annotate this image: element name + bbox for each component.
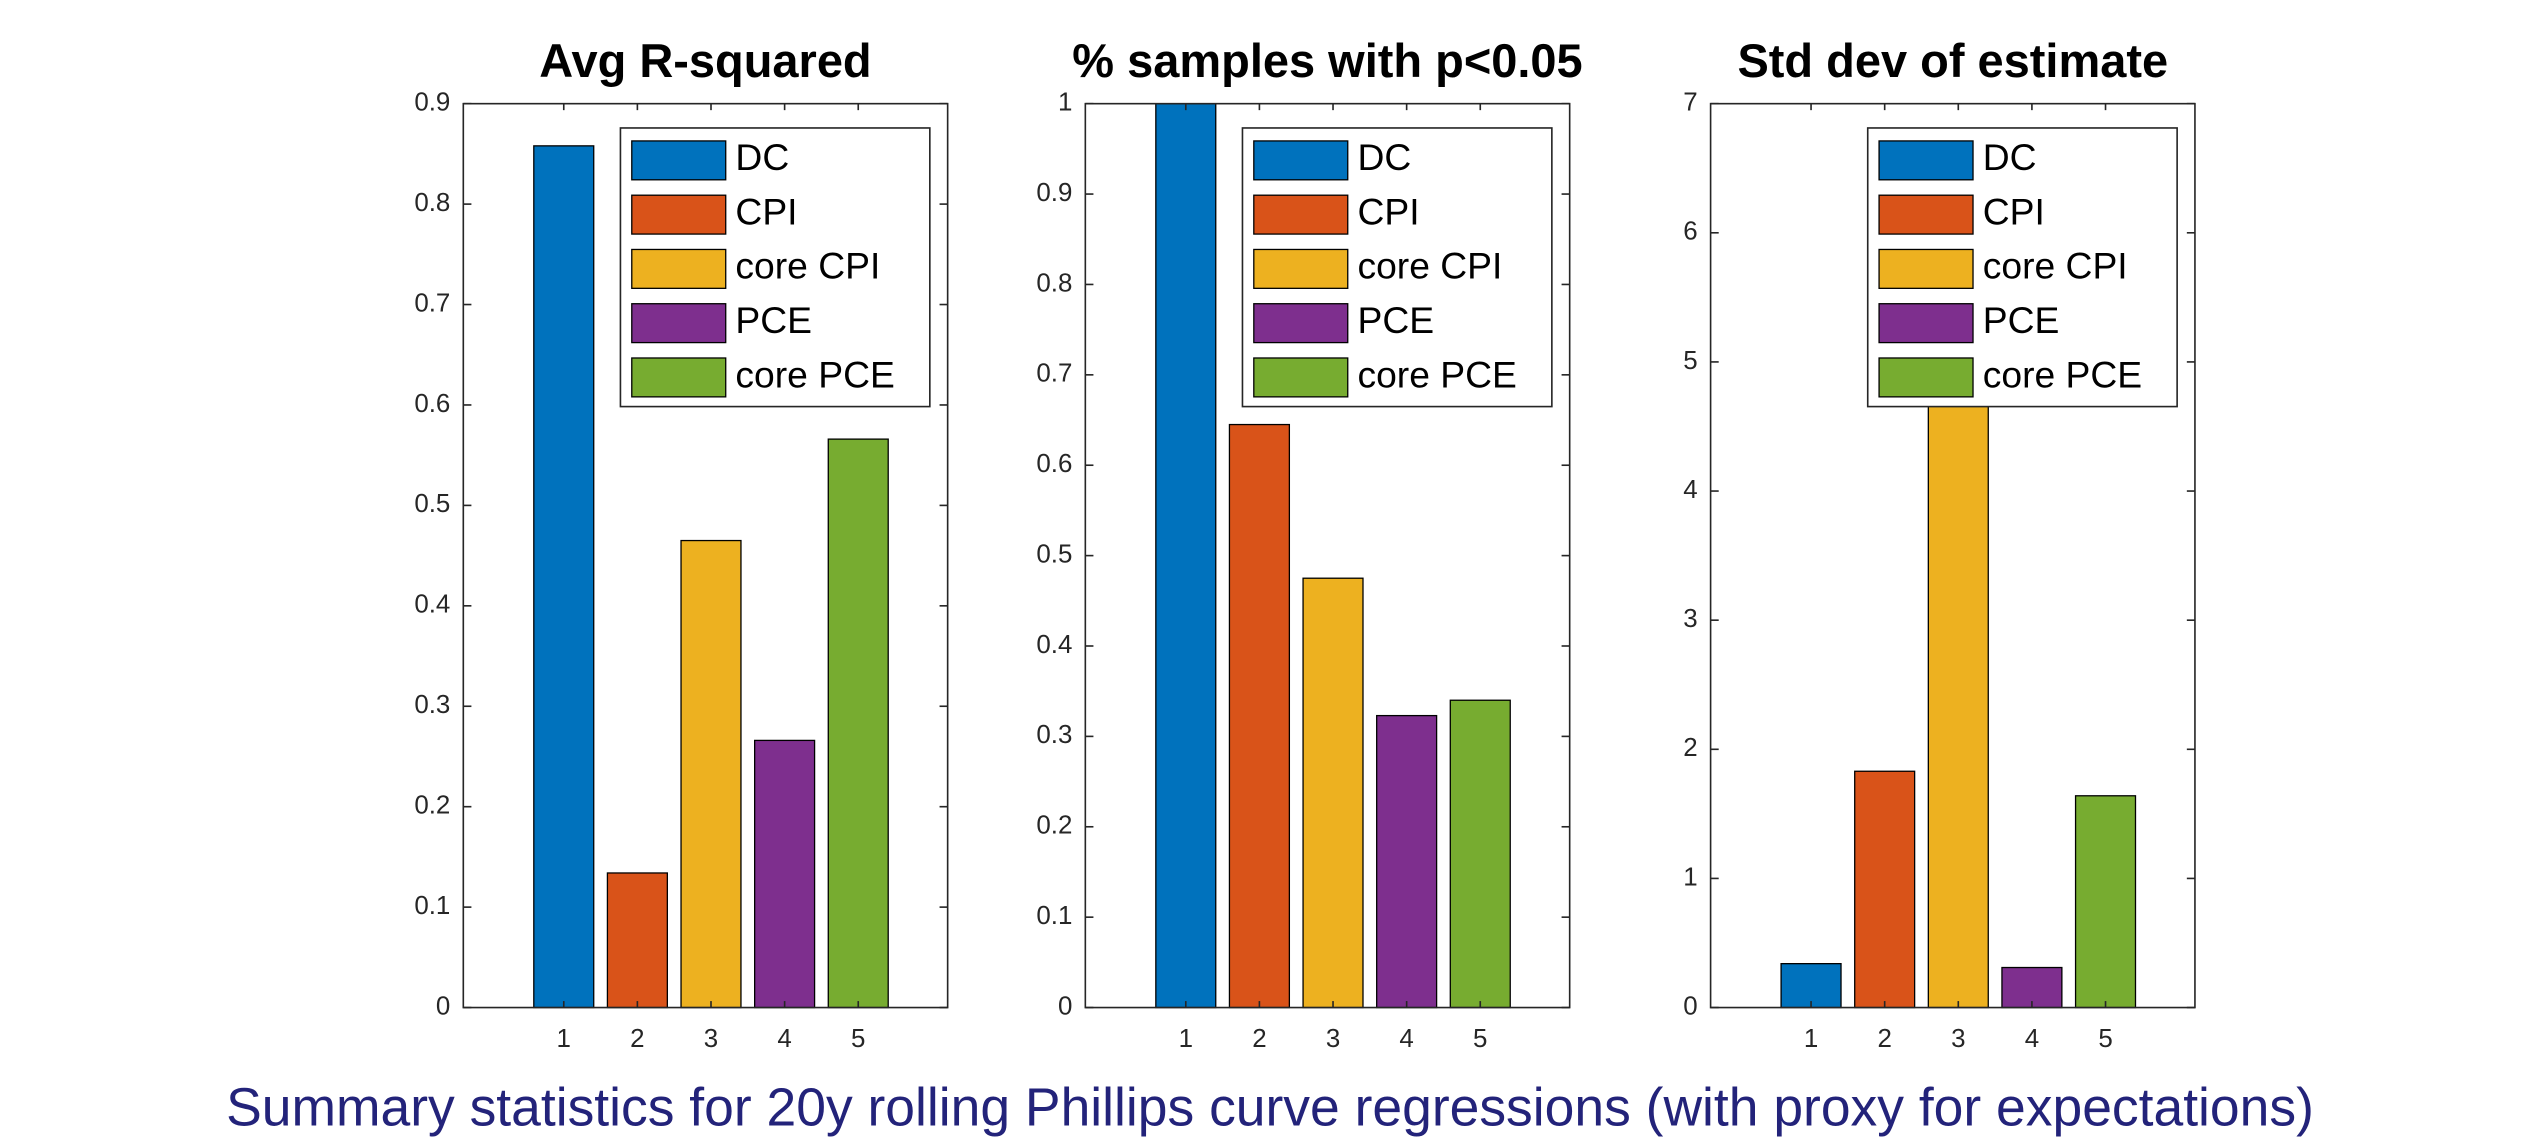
legend-swatch: [631, 248, 727, 289]
x-tick-label: 4: [2025, 1025, 2039, 1053]
legend-swatch: [1253, 303, 1349, 344]
bar: [2074, 795, 2137, 1009]
bar: [1927, 387, 1989, 1009]
legend-label: DC: [1983, 136, 2037, 178]
y-tick-label: 0.1: [414, 892, 450, 920]
y-tick-label: 0.7: [414, 289, 450, 317]
y-tick-label: 0.8: [414, 189, 450, 217]
legend-label: DC: [1357, 136, 1411, 178]
legend-swatch: [631, 303, 727, 344]
bar: [680, 539, 742, 1009]
legend-label: core PCE: [735, 353, 894, 395]
chart-title: % samples with p<0.05: [1072, 34, 1582, 87]
y-tick-label: 5: [1683, 347, 1697, 375]
x-tick-label: 4: [1399, 1025, 1413, 1053]
legend-label: core PCE: [1357, 353, 1516, 395]
x-tick-label: 3: [1951, 1025, 1965, 1053]
legend-label: core CPI: [1983, 245, 2128, 287]
y-tick-label: 0.9: [414, 89, 450, 117]
y-tick-label: 0.5: [1036, 540, 1072, 568]
x-tick-label: 2: [1252, 1025, 1266, 1053]
bar: [606, 872, 668, 1009]
bar: [754, 739, 816, 1009]
y-tick-label: 0.8: [1036, 269, 1072, 297]
y-tick-label: 7: [1683, 89, 1697, 117]
legend-label: CPI: [1983, 190, 2045, 232]
bar: [1854, 770, 1916, 1009]
legend-label: CPI: [1357, 190, 1419, 232]
axes-box: [462, 102, 949, 1009]
legend-swatch: [1253, 357, 1349, 398]
x-tick-label: 2: [1877, 1025, 1891, 1053]
x-tick-label: 5: [1473, 1025, 1487, 1053]
y-tick-label: 4: [1683, 476, 1697, 504]
y-tick-label: 0.4: [1036, 631, 1072, 659]
legend-swatch: [1878, 303, 1974, 344]
y-tick-label: 0: [1058, 992, 1072, 1020]
chart-title: Avg R-squared: [539, 34, 871, 87]
y-tick-label: 0.6: [1036, 450, 1072, 478]
bar: [1228, 423, 1291, 1009]
y-tick-label: 0.3: [1036, 721, 1072, 749]
bar: [1376, 714, 1438, 1009]
x-tick-label: 1: [1179, 1025, 1193, 1053]
y-tick-label: 0: [1683, 992, 1697, 1020]
legend-label: CPI: [735, 190, 797, 232]
y-tick-label: 0.3: [414, 691, 450, 719]
caption: Summary statistics for 20y rolling Phill…: [226, 1078, 2314, 1137]
bar: [1302, 577, 1364, 1009]
legend-swatch: [1253, 248, 1349, 289]
bar: [827, 438, 889, 1009]
y-tick-label: 0.5: [414, 490, 450, 518]
y-tick-label: 0.1: [1036, 902, 1072, 930]
y-tick-label: 0: [436, 992, 450, 1020]
bar: [1780, 963, 1842, 1009]
bar: [533, 145, 595, 1009]
x-tick-label: 3: [1326, 1025, 1340, 1053]
x-tick-label: 5: [851, 1025, 865, 1053]
y-tick-label: 0.9: [1036, 179, 1072, 207]
y-tick-label: 0.2: [1036, 812, 1072, 840]
legend-swatch: [631, 140, 727, 181]
x-tick-label: 5: [2098, 1025, 2112, 1053]
x-tick-label: 1: [1804, 1025, 1818, 1053]
x-tick-label: 2: [630, 1025, 644, 1053]
legend-label: core PCE: [1983, 353, 2142, 395]
legend-swatch: [1878, 194, 1974, 235]
y-tick-label: 0.2: [414, 792, 450, 820]
legend-label: core CPI: [1357, 245, 1502, 287]
legend-label: core CPI: [735, 245, 880, 287]
y-tick-label: 1: [1683, 863, 1697, 891]
x-tick-label: 1: [557, 1025, 571, 1053]
legend-label: DC: [735, 136, 789, 178]
chart-title: Std dev of estimate: [1737, 34, 2168, 87]
legend-swatch: [631, 357, 727, 398]
legend-label: PCE: [735, 299, 812, 341]
y-tick-label: 1: [1058, 89, 1072, 117]
axes-box: [1709, 102, 2196, 1009]
y-tick-label: 2: [1683, 734, 1697, 762]
y-tick-label: 0.6: [414, 390, 450, 418]
legend-swatch: [631, 194, 727, 235]
bar: [1155, 103, 1217, 1009]
y-tick-label: 0.7: [1036, 360, 1072, 388]
x-tick-label: 4: [777, 1025, 791, 1053]
legend-swatch: [1253, 194, 1349, 235]
y-tick-label: 3: [1683, 605, 1697, 633]
y-tick-label: 6: [1683, 218, 1697, 246]
x-tick-label: 3: [704, 1025, 718, 1053]
bar: [1449, 699, 1511, 1009]
legend-swatch: [1878, 140, 1974, 181]
legend-label: PCE: [1357, 299, 1434, 341]
legend-swatch: [1253, 140, 1349, 181]
legend-swatch: [1878, 248, 1974, 289]
legend-label: PCE: [1983, 299, 2060, 341]
legend-swatch: [1878, 357, 1974, 398]
y-tick-label: 0.4: [414, 591, 450, 619]
